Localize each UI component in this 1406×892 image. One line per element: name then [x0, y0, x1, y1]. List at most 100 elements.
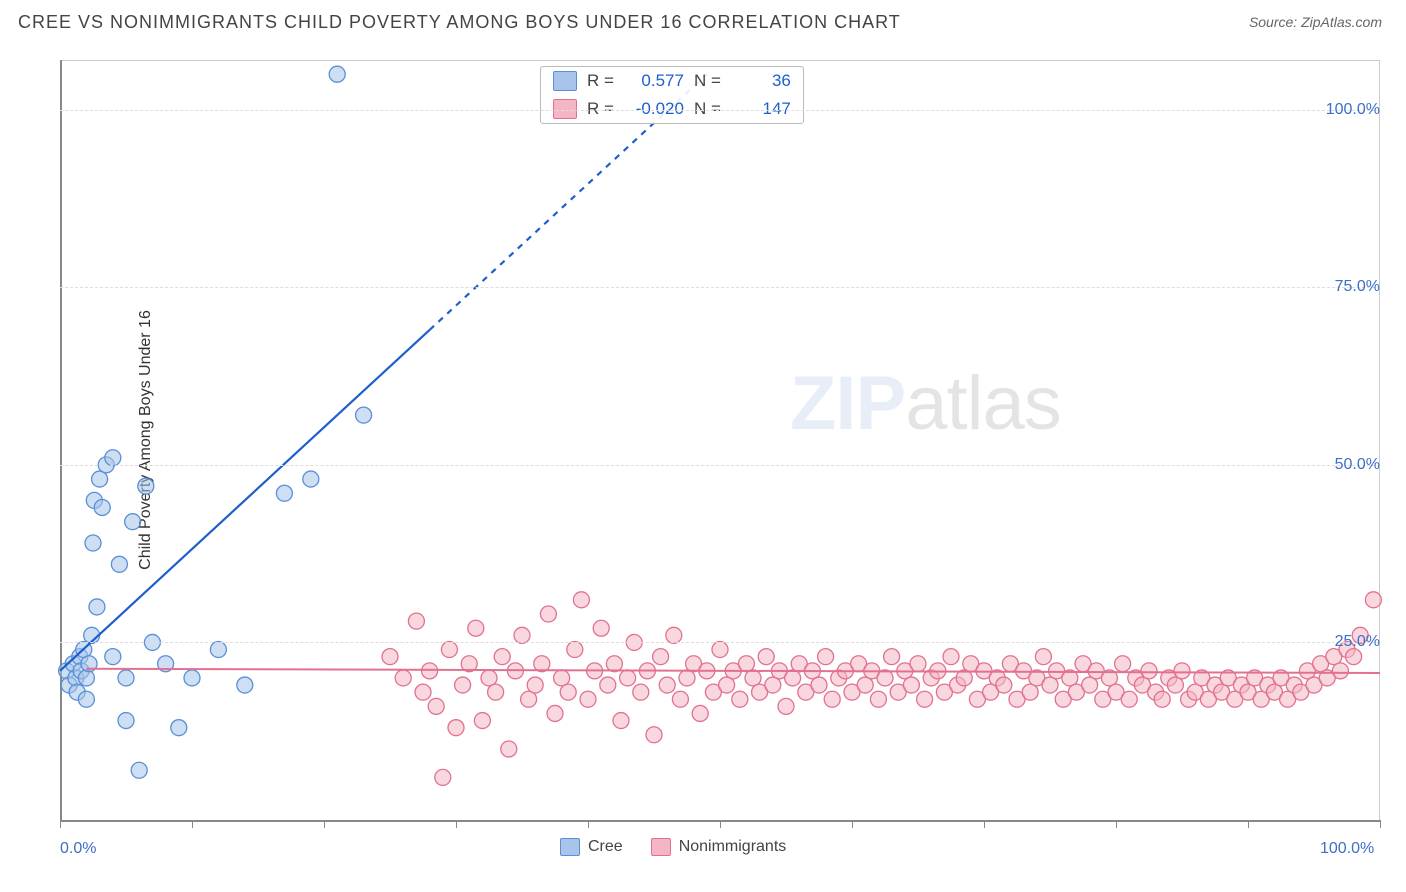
nonimm-swatch-icon — [651, 838, 671, 856]
legend-item-nonimm: Nonimmigrants — [651, 838, 787, 856]
data-point — [943, 649, 959, 665]
data-point — [125, 514, 141, 530]
data-point — [184, 670, 200, 686]
data-point — [870, 691, 886, 707]
data-point — [606, 656, 622, 672]
data-point — [778, 698, 794, 714]
data-point — [884, 649, 900, 665]
data-point — [1121, 691, 1137, 707]
data-point — [1082, 677, 1098, 693]
data-point — [105, 450, 121, 466]
data-point — [276, 485, 292, 501]
data-point — [613, 713, 629, 729]
data-point — [620, 670, 636, 686]
data-point — [356, 407, 372, 423]
stats-row-cree: R = 0.577 N = 36 — [541, 67, 803, 95]
data-point — [237, 677, 253, 693]
data-point — [818, 649, 834, 665]
data-point — [481, 670, 497, 686]
data-point — [573, 592, 589, 608]
gridline — [60, 287, 1380, 288]
data-point — [540, 606, 556, 622]
stats-box: R = 0.577 N = 36 R = -0.020 N = 147 — [540, 66, 804, 124]
x-tick — [720, 820, 721, 828]
data-point — [1332, 663, 1348, 679]
data-point — [89, 599, 105, 615]
data-point — [468, 620, 484, 636]
data-point — [1154, 691, 1170, 707]
data-point — [758, 649, 774, 665]
fit-line — [60, 330, 430, 671]
gridline — [60, 642, 1380, 643]
data-point — [1167, 677, 1183, 693]
x-tick — [588, 820, 589, 828]
stats-n-label: N = — [694, 71, 721, 91]
y-tick-label: 75.0% — [1335, 278, 1380, 296]
stats-r-label: R = — [587, 71, 614, 91]
data-point — [659, 677, 675, 693]
data-point — [448, 720, 464, 736]
data-point — [857, 677, 873, 693]
data-point — [131, 762, 147, 778]
chart-title: CREE VS NONIMMIGRANTS CHILD POVERTY AMON… — [18, 12, 901, 33]
data-point — [435, 769, 451, 785]
data-point — [441, 642, 457, 658]
data-point — [474, 713, 490, 729]
data-point — [329, 66, 345, 82]
cree-swatch-icon — [560, 838, 580, 856]
legend: Cree Nonimmigrants — [560, 838, 786, 856]
data-point — [1042, 677, 1058, 693]
x-tick-label: 100.0% — [1320, 840, 1374, 858]
data-point — [1115, 656, 1131, 672]
legend-label-nonimm: Nonimmigrants — [679, 838, 787, 856]
data-point — [105, 649, 121, 665]
data-point — [692, 705, 708, 721]
data-point — [92, 471, 108, 487]
x-tick — [984, 820, 985, 828]
data-point — [646, 727, 662, 743]
data-point — [171, 720, 187, 736]
y-tick-label: 25.0% — [1335, 633, 1380, 651]
data-point — [488, 684, 504, 700]
data-point — [672, 691, 688, 707]
data-point — [303, 471, 319, 487]
data-point — [554, 670, 570, 686]
legend-item-cree: Cree — [560, 838, 623, 856]
chart-svg — [60, 60, 1380, 820]
data-point — [653, 649, 669, 665]
data-point — [745, 670, 761, 686]
data-point — [732, 691, 748, 707]
x-tick — [60, 820, 61, 828]
x-tick — [1248, 820, 1249, 828]
x-tick — [324, 820, 325, 828]
x-tick — [1116, 820, 1117, 828]
data-point — [527, 677, 543, 693]
data-point — [521, 691, 537, 707]
data-point — [580, 691, 596, 707]
data-point — [78, 691, 94, 707]
data-point — [455, 677, 471, 693]
data-point — [547, 705, 563, 721]
data-point — [600, 677, 616, 693]
data-point — [996, 677, 1012, 693]
data-point — [514, 627, 530, 643]
data-point — [210, 642, 226, 658]
x-tick — [1380, 820, 1381, 828]
data-point — [1141, 663, 1157, 679]
stats-r-cree: 0.577 — [624, 71, 684, 91]
data-point — [408, 613, 424, 629]
data-point — [85, 535, 101, 551]
data-point — [765, 677, 781, 693]
data-point — [679, 670, 695, 686]
data-point — [382, 649, 398, 665]
legend-label-cree: Cree — [588, 838, 623, 856]
data-point — [738, 656, 754, 672]
data-point — [666, 627, 682, 643]
data-point — [910, 656, 926, 672]
y-tick-label: 50.0% — [1335, 456, 1380, 474]
data-point — [824, 691, 840, 707]
data-point — [118, 670, 134, 686]
data-point — [138, 478, 154, 494]
data-point — [1022, 684, 1038, 700]
data-point — [593, 620, 609, 636]
